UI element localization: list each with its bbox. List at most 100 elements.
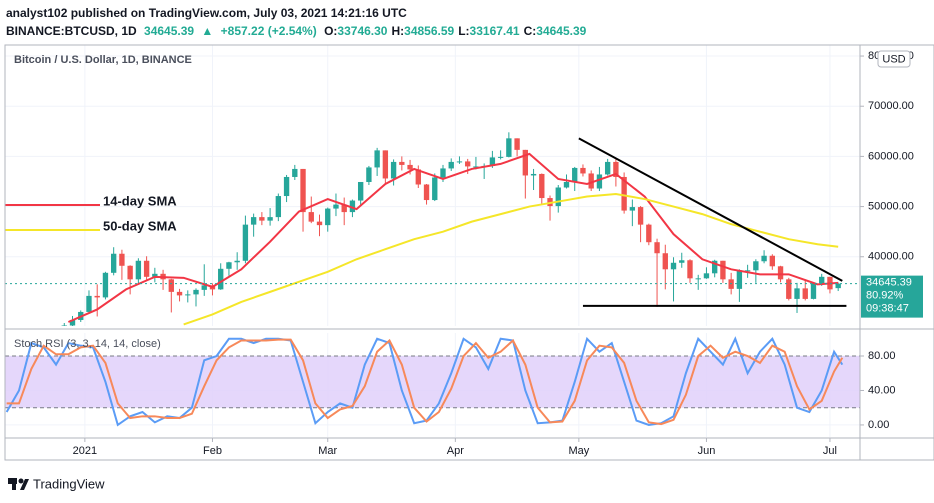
candle-body bbox=[259, 217, 265, 221]
candle-body bbox=[390, 161, 397, 179]
last-price-label: 34645.39 bbox=[866, 277, 912, 289]
price-pane-title: Bitcoin / U.S. Dollar, 1D, BINANCE bbox=[14, 54, 192, 66]
candle-body bbox=[703, 273, 710, 279]
ohlc-item: O:33746.30 bbox=[324, 24, 391, 38]
candle-body bbox=[357, 181, 364, 201]
last-price-label: 80.92% bbox=[866, 290, 904, 302]
candle-body bbox=[835, 283, 841, 289]
y-tick-label: 80.00 bbox=[868, 350, 896, 362]
candle-body bbox=[234, 260, 240, 263]
candle-body bbox=[810, 283, 817, 299]
candle-body bbox=[374, 150, 380, 168]
candle-body bbox=[786, 279, 792, 299]
candle-body bbox=[712, 260, 718, 274]
candle-body bbox=[662, 253, 668, 270]
candle-body bbox=[539, 173, 545, 199]
candle-body bbox=[497, 156, 504, 158]
candle-body bbox=[448, 161, 454, 169]
candle-body bbox=[242, 224, 249, 261]
ohlc-label: C: bbox=[523, 24, 537, 38]
candle-body bbox=[646, 224, 652, 243]
candle-body bbox=[720, 260, 726, 280]
last-price: 34645.39 bbox=[144, 24, 195, 38]
ohlc-label: H: bbox=[391, 24, 405, 38]
candle-body bbox=[399, 161, 405, 165]
brand: TradingView bbox=[33, 476, 105, 491]
quote-line: BINANCE:BTCUSD, 1D 34645.39 ▲ +857.22 (+… bbox=[6, 22, 594, 40]
candle-body bbox=[744, 270, 751, 272]
last-price-box bbox=[861, 275, 923, 318]
candle-body bbox=[333, 204, 339, 209]
candle-body bbox=[670, 262, 677, 270]
trendline bbox=[578, 137, 843, 282]
ohlc-label: L: bbox=[458, 24, 470, 38]
candle-body bbox=[654, 242, 660, 254]
candle-body bbox=[226, 262, 232, 269]
candle-body bbox=[69, 319, 76, 326]
candle-body bbox=[637, 207, 644, 225]
candle-body bbox=[185, 294, 191, 296]
candle-body bbox=[506, 138, 512, 157]
candle-body bbox=[275, 196, 282, 218]
candle-body bbox=[119, 253, 125, 266]
y-tick-label: 50000.00 bbox=[868, 200, 914, 212]
candle-body bbox=[777, 266, 784, 280]
candle-body bbox=[349, 200, 356, 213]
sma-line bbox=[67, 152, 839, 323]
candle-body bbox=[94, 295, 100, 298]
ohlc-value: 34856.59 bbox=[404, 24, 455, 38]
candle-body bbox=[679, 260, 685, 263]
price-pane bbox=[5, 45, 860, 326]
candle-body bbox=[629, 207, 636, 211]
candle-body bbox=[432, 177, 438, 201]
candle-body bbox=[176, 291, 183, 296]
candle-body bbox=[143, 260, 150, 277]
candle-body bbox=[423, 184, 430, 201]
candle-body bbox=[563, 181, 570, 188]
candle-body bbox=[407, 164, 413, 170]
candle-body bbox=[193, 289, 199, 295]
candle-body bbox=[366, 167, 372, 182]
candle-body bbox=[201, 285, 207, 290]
candle-body bbox=[465, 161, 471, 167]
x-tick-label: Mar bbox=[318, 445, 337, 457]
candle-body bbox=[596, 174, 603, 189]
candle-body bbox=[687, 260, 693, 279]
candle-body bbox=[325, 208, 331, 226]
change: +857.22 (+2.54%) bbox=[220, 24, 317, 38]
ohlc-item: L:33167.41 bbox=[458, 24, 523, 38]
sma-line bbox=[183, 193, 839, 326]
candle-body bbox=[316, 221, 323, 226]
candle-body bbox=[456, 161, 463, 163]
candle-body bbox=[152, 273, 158, 277]
candle-body bbox=[308, 212, 314, 222]
candle-body bbox=[61, 325, 67, 326]
published-line: analyst102 published on TradingView.com,… bbox=[6, 6, 407, 20]
stoch-pane-title: Stoch RSI (3, 3, 14, 14, close) bbox=[14, 338, 161, 350]
candle-body bbox=[769, 255, 775, 267]
candle-body bbox=[530, 173, 537, 176]
candle-body bbox=[580, 167, 586, 174]
x-tick-label: May bbox=[568, 445, 589, 457]
candle-body bbox=[572, 167, 578, 182]
frame bbox=[4, 44, 934, 461]
candle-body bbox=[218, 268, 224, 290]
band-fill bbox=[5, 356, 860, 408]
candle-body bbox=[300, 168, 306, 213]
ohlc-label: O: bbox=[324, 24, 338, 38]
candle-body bbox=[819, 276, 825, 284]
candle-body bbox=[135, 260, 142, 280]
candle-body bbox=[86, 295, 92, 312]
candle-body bbox=[514, 138, 520, 150]
legend-label: 14-day SMA bbox=[103, 193, 177, 208]
x-tick-label: Apr bbox=[447, 445, 464, 457]
candle-body bbox=[621, 176, 627, 211]
x-tick-label: Jun bbox=[698, 445, 716, 457]
tradingview-logo bbox=[8, 478, 29, 490]
candle-body bbox=[440, 168, 446, 178]
candle-body bbox=[802, 288, 808, 299]
x-tick-label: 2021 bbox=[73, 445, 97, 457]
y-tick-label: 40.00 bbox=[868, 384, 896, 396]
